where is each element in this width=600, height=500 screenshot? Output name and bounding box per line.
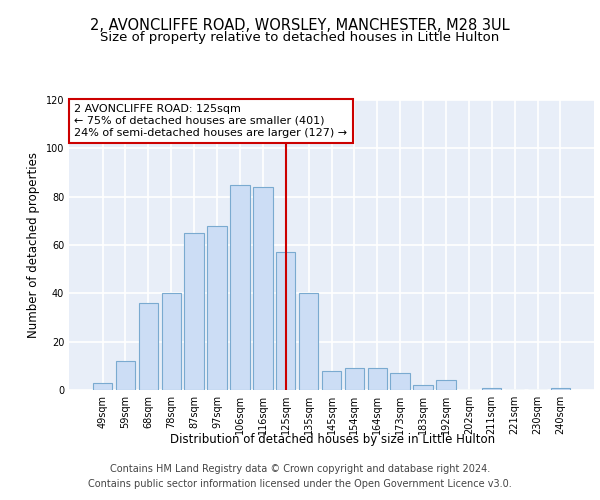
Text: Size of property relative to detached houses in Little Hulton: Size of property relative to detached ho… [100,32,500,44]
Bar [276,252,295,390]
Y-axis label: Number of detached properties: Number of detached properties [27,152,40,338]
Bar [161,294,181,390]
Bar [413,385,433,390]
Text: 2 AVONCLIFFE ROAD: 125sqm
← 75% of detached houses are smaller (401)
24% of semi: 2 AVONCLIFFE ROAD: 125sqm ← 75% of detac… [74,104,347,138]
Bar [116,361,135,390]
Bar [253,187,272,390]
Text: Contains public sector information licensed under the Open Government Licence v3: Contains public sector information licen… [88,479,512,489]
Text: Contains HM Land Registry data © Crown copyright and database right 2024.: Contains HM Land Registry data © Crown c… [110,464,490,474]
Bar [322,370,341,390]
Bar [344,368,364,390]
Text: 2, AVONCLIFFE ROAD, WORSLEY, MANCHESTER, M28 3UL: 2, AVONCLIFFE ROAD, WORSLEY, MANCHESTER,… [90,18,510,32]
Bar [391,373,410,390]
Bar [230,184,250,390]
Bar [208,226,227,390]
Bar [139,303,158,390]
Bar [436,380,455,390]
Bar [93,383,112,390]
Bar [299,294,319,390]
Bar [184,233,204,390]
Bar [482,388,502,390]
Text: Distribution of detached houses by size in Little Hulton: Distribution of detached houses by size … [170,432,496,446]
Bar [551,388,570,390]
Bar [368,368,387,390]
